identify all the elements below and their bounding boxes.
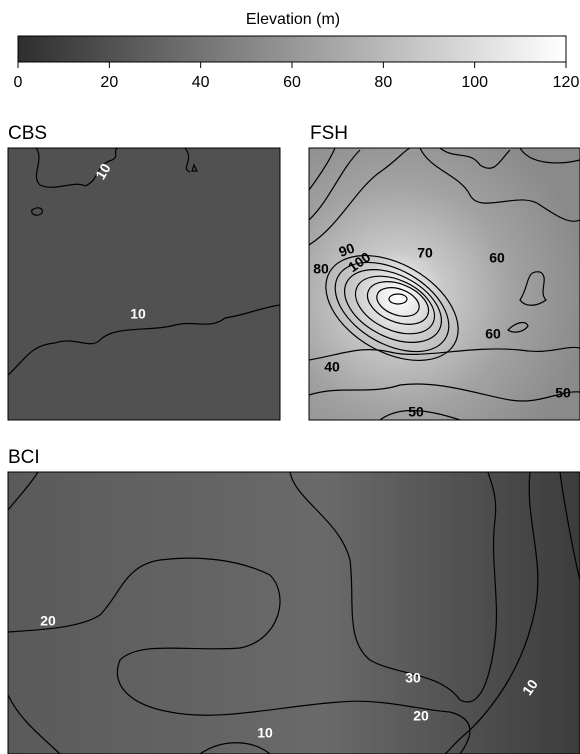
contour-label: 10	[130, 306, 146, 322]
tick-label: 100	[461, 74, 488, 91]
contour-label: 60	[489, 250, 505, 266]
contour-label: 10	[257, 725, 273, 741]
panel-title: BCI	[8, 447, 40, 468]
tick-label: 80	[374, 74, 392, 91]
contour-label: 20	[40, 613, 56, 629]
bci-map	[8, 472, 580, 754]
panel-title: CBS	[8, 123, 47, 144]
tick-label: 20	[100, 74, 118, 91]
contour-label: 70	[417, 245, 433, 261]
tick-label: 60	[283, 74, 301, 91]
tick-label: 0	[14, 74, 23, 91]
cbs-map	[8, 148, 280, 420]
contour-label: 50	[408, 404, 424, 420]
contour-label: 30	[405, 670, 421, 686]
contour-label: 60	[485, 326, 501, 342]
colorbar	[18, 36, 566, 62]
colorbar-title: Elevation (m)	[246, 11, 340, 28]
fsh-map	[308, 148, 580, 420]
contour-label: 40	[324, 359, 340, 375]
tick-label: 40	[192, 74, 210, 91]
panel-title: FSH	[310, 123, 348, 144]
contour-label: 80	[313, 261, 329, 277]
contour-label: 20	[413, 708, 429, 724]
tick-label: 120	[553, 74, 580, 91]
contour-label: 50	[555, 385, 571, 401]
figure: Elevation (m) CBS FSH BCI 0 20 40 60 80 100 12…	[0, 0, 580, 754]
